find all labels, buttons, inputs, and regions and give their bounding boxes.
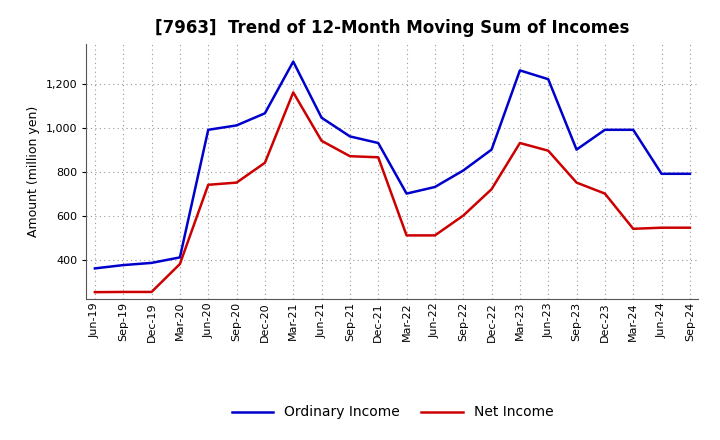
Ordinary Income	[148, 260, 156, 266]
Net Income	[148, 290, 156, 295]
Net Income	[204, 182, 212, 187]
Net Income	[233, 180, 241, 185]
Ordinary Income	[459, 168, 467, 173]
Ordinary Income	[176, 255, 184, 260]
Ordinary Income	[572, 147, 581, 152]
Net Income	[600, 191, 609, 196]
Line: Ordinary Income: Ordinary Income	[95, 62, 690, 268]
Net Income	[572, 180, 581, 185]
Net Income	[431, 233, 439, 238]
Net Income	[91, 290, 99, 295]
Ordinary Income	[91, 266, 99, 271]
Net Income	[629, 226, 637, 231]
Net Income	[685, 225, 694, 231]
Y-axis label: Amount (million yen): Amount (million yen)	[27, 106, 40, 237]
Ordinary Income	[685, 171, 694, 176]
Ordinary Income	[346, 134, 354, 139]
Ordinary Income	[204, 127, 212, 132]
Net Income	[657, 225, 666, 231]
Net Income	[289, 90, 297, 95]
Ordinary Income	[431, 184, 439, 190]
Ordinary Income	[487, 147, 496, 152]
Ordinary Income	[261, 110, 269, 116]
Net Income	[402, 233, 411, 238]
Ordinary Income	[374, 140, 382, 146]
Line: Net Income: Net Income	[95, 92, 690, 292]
Net Income	[346, 154, 354, 159]
Ordinary Income	[233, 123, 241, 128]
Ordinary Income	[544, 77, 552, 82]
Title: [7963]  Trend of 12-Month Moving Sum of Incomes: [7963] Trend of 12-Month Moving Sum of I…	[156, 19, 629, 37]
Ordinary Income	[657, 171, 666, 176]
Net Income	[459, 213, 467, 218]
Ordinary Income	[289, 59, 297, 64]
Net Income	[544, 148, 552, 153]
Net Income	[261, 160, 269, 165]
Ordinary Income	[516, 68, 524, 73]
Net Income	[487, 187, 496, 192]
Ordinary Income	[318, 115, 326, 120]
Net Income	[516, 140, 524, 146]
Net Income	[119, 290, 127, 295]
Net Income	[176, 261, 184, 267]
Net Income	[374, 154, 382, 160]
Ordinary Income	[119, 262, 127, 268]
Ordinary Income	[402, 191, 411, 196]
Ordinary Income	[629, 127, 637, 132]
Legend: Ordinary Income, Net Income: Ordinary Income, Net Income	[226, 400, 559, 425]
Net Income	[318, 138, 326, 143]
Ordinary Income	[600, 127, 609, 132]
